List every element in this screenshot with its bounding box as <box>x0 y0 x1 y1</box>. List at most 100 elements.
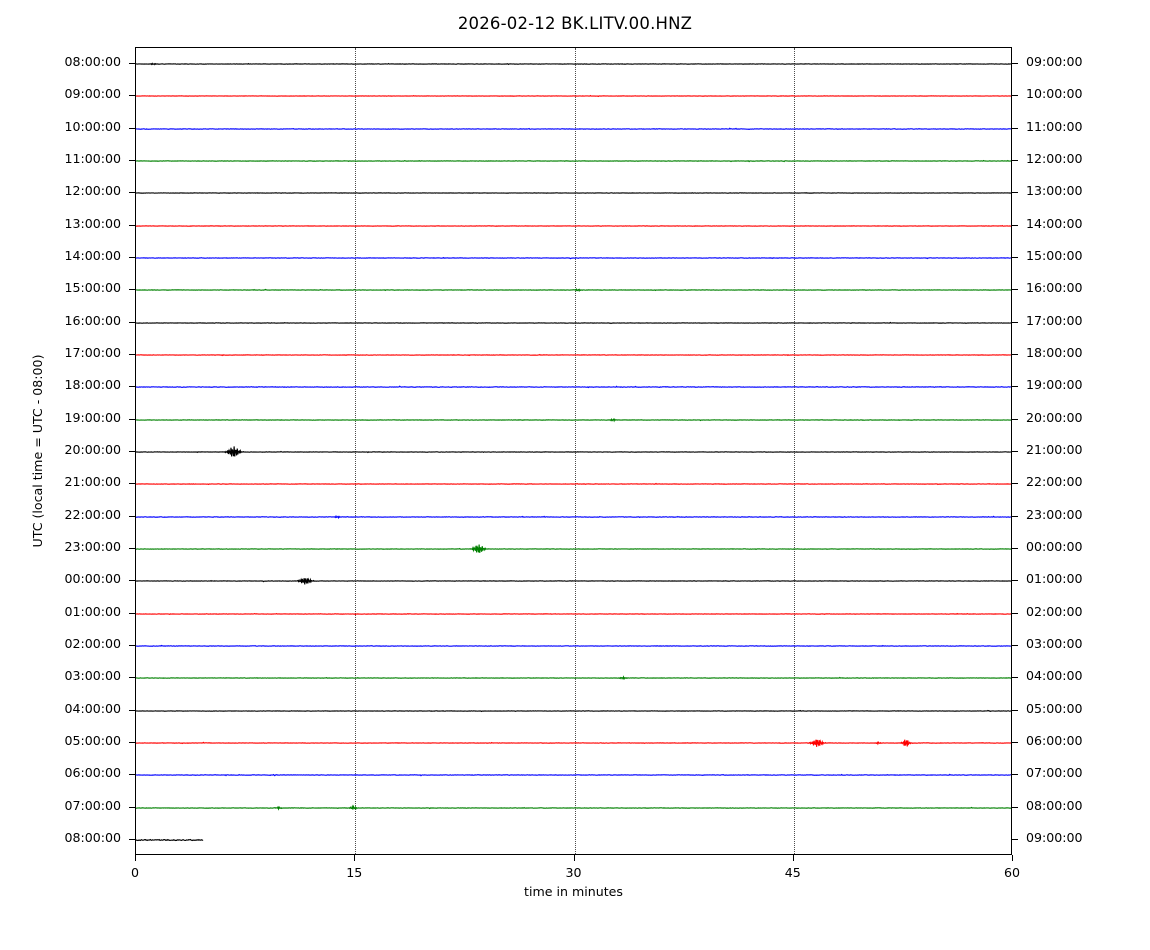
y-axis-tick-label-left: 17:00:00 <box>64 345 121 361</box>
trace-row <box>136 277 1011 303</box>
y-axis-tick-label-right: 09:00:00 <box>1026 54 1083 70</box>
y-axis-tick-label-right: 14:00:00 <box>1026 215 1083 231</box>
trace-row <box>136 730 1011 756</box>
y-axis-tick-right <box>1012 354 1018 356</box>
seismic-trace <box>136 322 1011 323</box>
y-axis-tick-left <box>129 677 135 679</box>
seismic-trace <box>136 446 1011 456</box>
trace-row <box>136 148 1011 174</box>
y-axis-tick-right <box>1012 127 1018 129</box>
y-axis-tick-left <box>129 257 135 259</box>
vertical-gridline <box>574 48 576 854</box>
trace-row <box>136 116 1011 142</box>
y-axis-tick-label-left: 09:00:00 <box>64 86 121 102</box>
trace-row <box>136 762 1011 788</box>
y-axis-tick-label-left: 21:00:00 <box>64 474 121 490</box>
y-axis-tick-label-left: 23:00:00 <box>64 538 121 554</box>
trace-row <box>136 245 1011 271</box>
y-axis-tick-label-left: 03:00:00 <box>64 668 121 684</box>
y-axis-tick-left <box>129 515 135 517</box>
trace-row <box>136 180 1011 206</box>
x-axis-tick <box>135 855 136 861</box>
y-axis-tick-label-right: 00:00:00 <box>1026 538 1083 554</box>
y-axis-tick-label-right: 10:00:00 <box>1026 86 1083 102</box>
y-axis-tick-right <box>1012 95 1018 97</box>
y-axis-tick-right <box>1012 160 1018 162</box>
seismic-trace <box>136 710 1011 711</box>
y-axis-tick-right <box>1012 741 1018 743</box>
trace-row <box>136 633 1011 659</box>
y-axis-tick-right <box>1012 515 1018 517</box>
y-axis-tick-left <box>129 547 135 549</box>
y-axis-tick-label-right: 01:00:00 <box>1026 571 1083 587</box>
trace-row <box>136 310 1011 336</box>
y-axis-tick-right <box>1012 418 1018 420</box>
y-axis-tick-left <box>129 838 135 840</box>
seismic-trace <box>136 740 1011 747</box>
trace-layer <box>136 48 1011 854</box>
y-axis-tick-right <box>1012 709 1018 711</box>
y-axis-tick-label-right: 23:00:00 <box>1026 506 1083 522</box>
seismic-trace <box>136 161 1011 162</box>
y-axis-tick-label-left: 16:00:00 <box>64 312 121 328</box>
seismic-trace <box>136 579 1011 585</box>
trace-row <box>136 827 1011 853</box>
seismic-trace <box>136 387 1011 388</box>
trace-row <box>136 665 1011 691</box>
y-axis-tick-label-left: 08:00:00 <box>64 829 121 845</box>
y-axis-tick-label-right: 12:00:00 <box>1026 151 1083 167</box>
x-axis-tick <box>573 855 575 861</box>
y-axis-tick-left <box>129 418 135 420</box>
y-axis-tick-label-left: 20:00:00 <box>64 442 121 457</box>
y-axis-tick-left <box>129 321 135 323</box>
y-axis-tick-label-left: 05:00:00 <box>64 732 121 748</box>
y-axis-tick-right <box>1012 289 1018 291</box>
y-axis-tick-label-left: 12:00:00 <box>64 183 121 199</box>
trace-row <box>136 83 1011 109</box>
y-axis-tick-label-left: 01:00:00 <box>64 603 121 619</box>
y-axis-tick-label-right: 11:00:00 <box>1026 118 1083 134</box>
trace-row <box>136 504 1011 530</box>
y-axis-tick-left <box>129 386 135 388</box>
trace-row <box>136 439 1011 465</box>
y-axis-tick-label-right: 13:00:00 <box>1026 183 1083 199</box>
y-axis-tick-left <box>129 160 135 162</box>
y-axis-tick-label-left: 22:00:00 <box>64 506 121 522</box>
y-axis-tick-left <box>129 741 135 743</box>
y-axis-tick-label-left: 10:00:00 <box>64 118 121 134</box>
x-axis-tick <box>1012 855 1013 861</box>
y-axis-tick-left <box>129 127 135 129</box>
seismic-trace <box>136 613 1011 614</box>
seismic-trace <box>136 355 1011 356</box>
y-axis-tick-label-right: 18:00:00 <box>1026 345 1083 361</box>
y-axis-tick-label-right: 08:00:00 <box>1026 797 1083 813</box>
y-axis-title: UTC (local time = UTC - 08:00) <box>30 354 45 548</box>
seismic-trace <box>136 419 1011 421</box>
seismic-trace <box>136 544 1011 552</box>
seismic-trace <box>136 645 1011 646</box>
seismic-trace <box>136 258 1011 259</box>
x-axis-tick-label: 45 <box>784 865 801 880</box>
seismic-trace <box>136 677 1011 679</box>
y-axis-tick-left <box>129 354 135 356</box>
y-axis-tick-label-right: 09:00:00 <box>1026 829 1083 845</box>
y-axis-tick-label-left: 00:00:00 <box>64 571 121 587</box>
y-axis-tick-label-left: 06:00:00 <box>64 765 121 781</box>
seismic-trace <box>136 839 203 840</box>
y-axis-tick-right <box>1012 257 1018 259</box>
y-axis-tick-left <box>129 63 135 65</box>
vertical-gridline <box>355 48 357 854</box>
y-axis-tick-label-right: 17:00:00 <box>1026 312 1083 328</box>
trace-row <box>136 536 1011 562</box>
page-title: 2026-02-12 BK.LITV.00.HNZ <box>457 14 693 33</box>
x-axis-tick-label: 30 <box>565 865 582 880</box>
x-axis-tick-label: 0 <box>130 865 140 880</box>
seismic-trace <box>136 290 1011 292</box>
y-axis-tick-left <box>129 774 135 776</box>
y-axis-tick-left <box>129 806 135 808</box>
trace-row <box>136 568 1011 594</box>
y-axis-tick-label-right: 03:00:00 <box>1026 635 1083 651</box>
seismic-trace <box>136 128 1011 129</box>
x-axis-tick <box>354 855 356 861</box>
seismic-trace <box>136 64 1011 65</box>
